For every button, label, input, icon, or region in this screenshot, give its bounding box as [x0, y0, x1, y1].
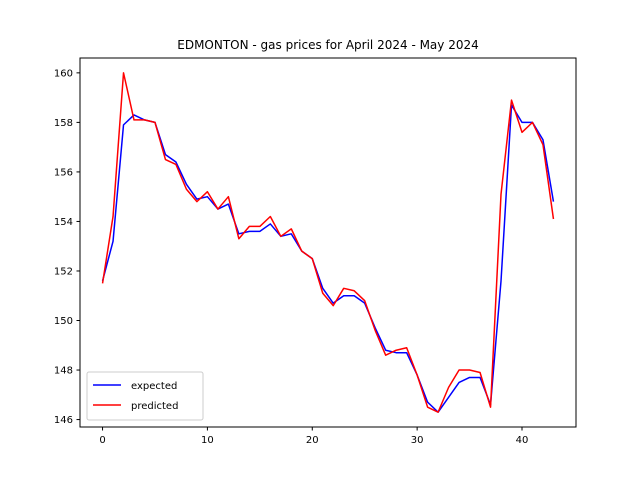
- x-tick-label: 0: [99, 435, 105, 446]
- y-tick-label: 154: [54, 217, 73, 228]
- plot-frame: [79, 57, 577, 428]
- x-tick-label: 40: [516, 435, 529, 446]
- y-tick-label: 156: [54, 167, 73, 178]
- y-tick-label: 150: [54, 316, 73, 327]
- x-tick-label: 30: [411, 435, 424, 446]
- y-tick-label: 158: [54, 118, 73, 129]
- x-tick-label: 20: [306, 435, 319, 446]
- y-tick-label: 148: [54, 366, 73, 377]
- legend: expected predicted: [86, 371, 204, 421]
- legend-label-expected: expected: [131, 381, 177, 392]
- y-tick-label: 160: [54, 68, 73, 79]
- legend-label-predicted: predicted: [131, 401, 178, 412]
- plot-area: [101, 72, 555, 413]
- series-line-predicted: [101, 72, 555, 413]
- chart-title: EDMONTON - gas prices for April 2024 - M…: [177, 38, 479, 52]
- legend-box: [86, 371, 204, 421]
- axis-ticks: 0 10 20 30 40 146 148 150 152 154 156 158 160: [54, 68, 528, 446]
- y-tick-label: 146: [54, 415, 73, 426]
- series-line-expected: [101, 104, 555, 413]
- x-tick-label: 10: [201, 435, 214, 446]
- y-tick-label: 152: [54, 266, 73, 277]
